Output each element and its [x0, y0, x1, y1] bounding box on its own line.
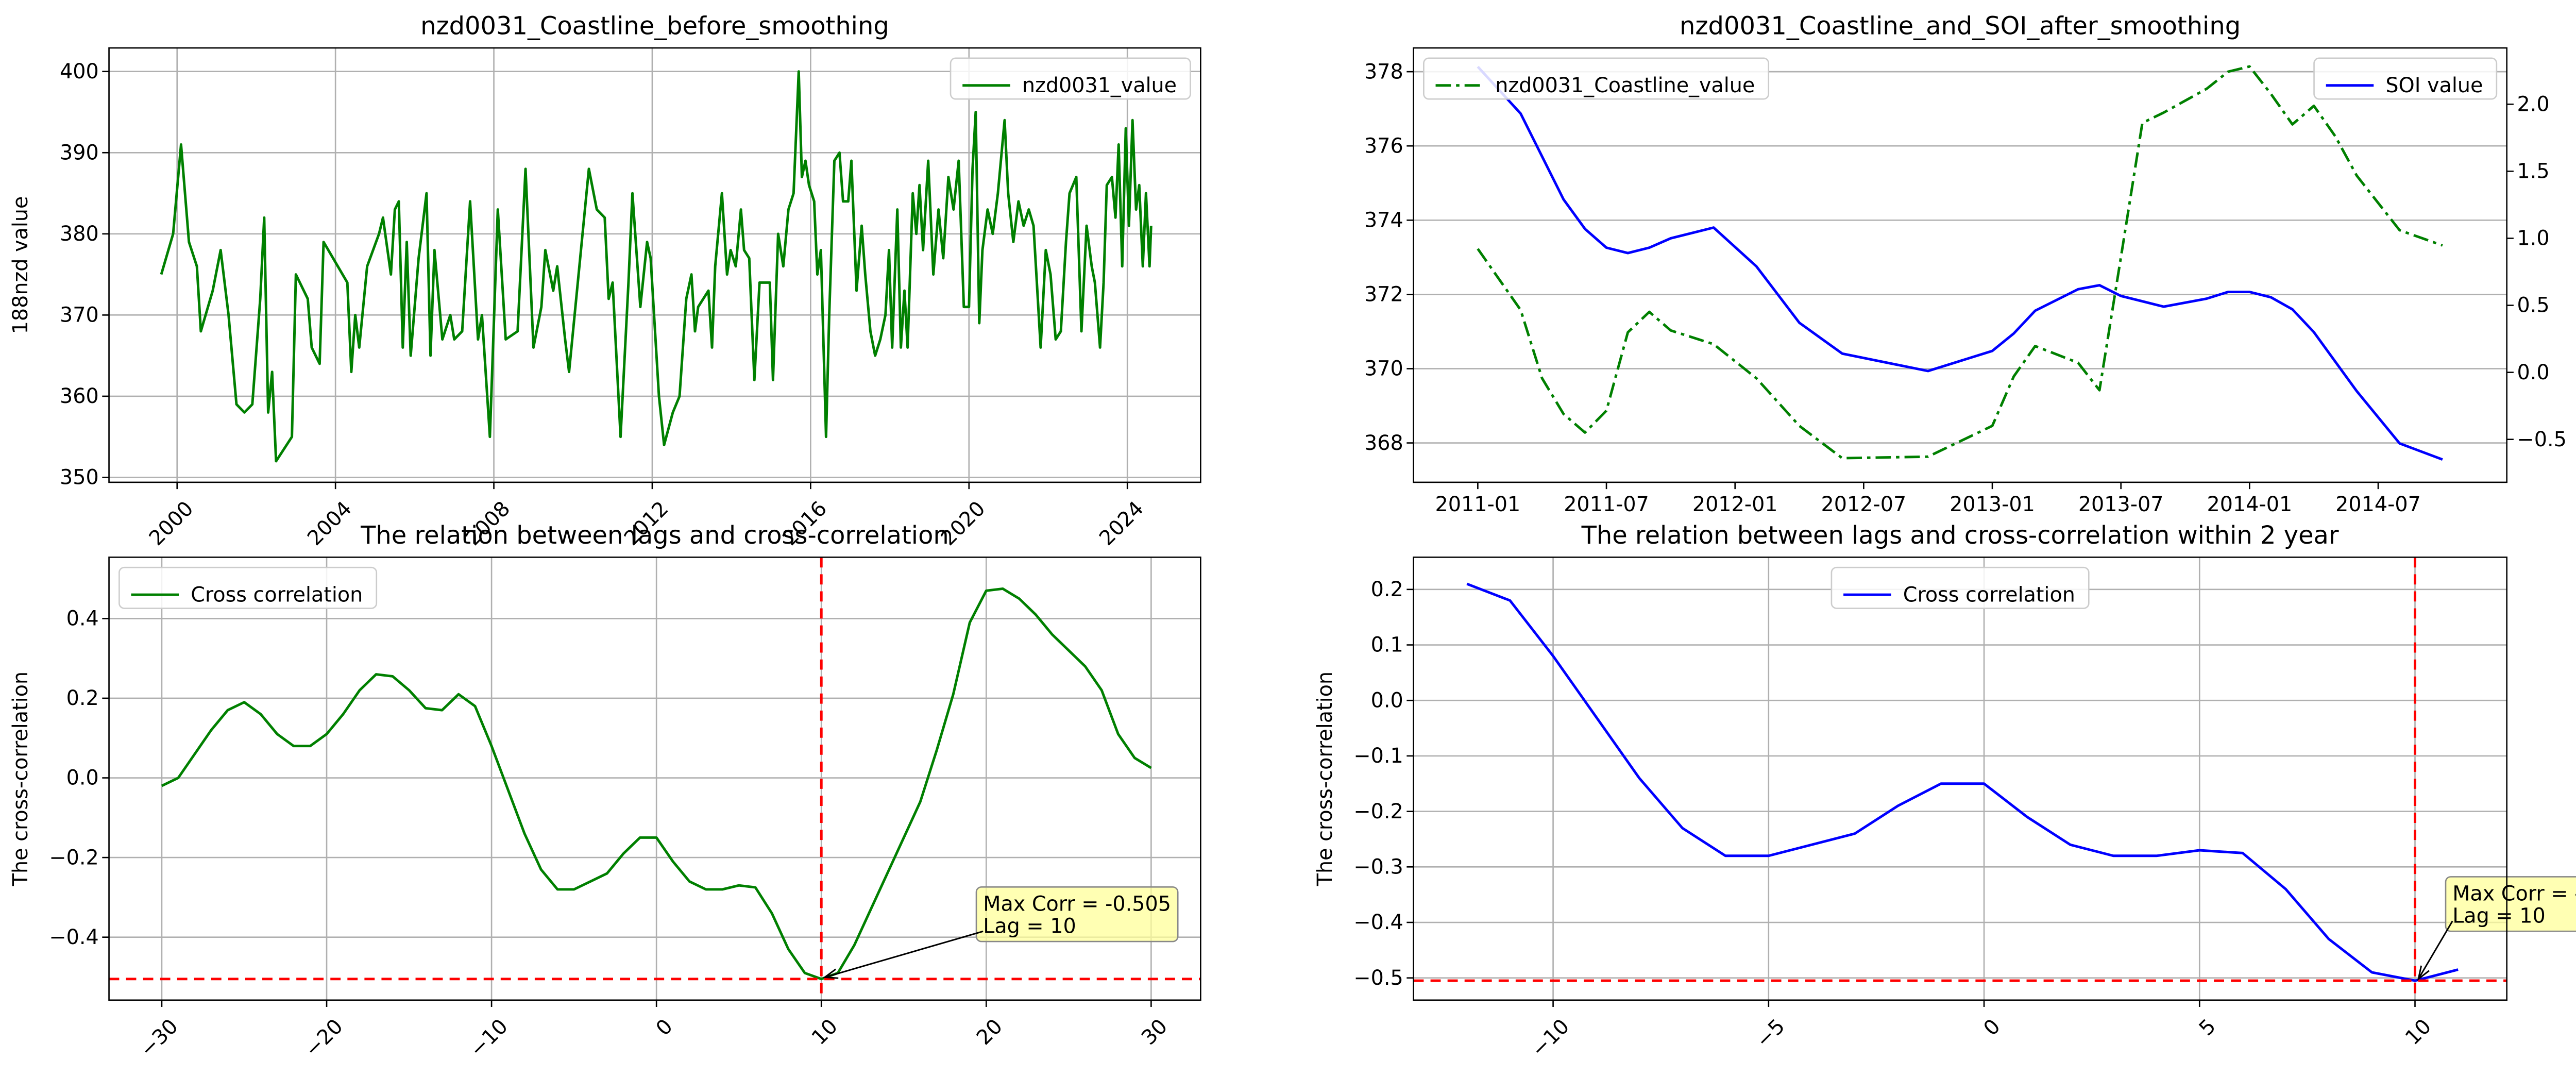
y-tick-label: −0.2 — [1353, 800, 1403, 823]
x-tick-label: 2011-01 — [1435, 493, 1521, 516]
y2-tick-label: 0.0 — [2517, 361, 2550, 384]
x-tick-label: 2013-07 — [2078, 493, 2164, 516]
series-line — [160, 70, 1153, 463]
y-tick-label: 370 — [1364, 357, 1403, 381]
chart-title: The relation between lags and cross-corr… — [1581, 521, 2339, 550]
y-tick-label: 360 — [60, 384, 99, 408]
y-tick-label: 0.2 — [66, 686, 99, 710]
series-line — [1477, 65, 2443, 460]
annotation-arrowhead — [822, 968, 839, 979]
x-tick-label: 2013-01 — [1950, 493, 2035, 516]
plot-frame — [108, 557, 1201, 1001]
y-tick-label: 0.2 — [1371, 578, 1403, 601]
legend-label: Cross correlation — [191, 583, 363, 607]
legend-box — [2313, 57, 2498, 100]
annotation-arrow — [2417, 920, 2453, 980]
plot-frame — [1413, 47, 2507, 483]
y-tick-label: 0.0 — [66, 766, 99, 790]
legend-box — [118, 566, 378, 609]
y-tick-label: 374 — [1364, 209, 1403, 232]
annotation-text: Max Corr = -0.505 — [2452, 882, 2576, 906]
chart-title: nzd0031_Coastline_before_smoothing — [420, 12, 889, 41]
y-tick-label: −0.3 — [1353, 855, 1403, 879]
chart-title: The relation between lags and cross-corr… — [360, 521, 949, 550]
annotation-box — [975, 886, 1179, 943]
legend-label: Cross correlation — [1903, 583, 2075, 607]
y2-tick-label: 0.5 — [2517, 294, 2550, 317]
chart-title: nzd0031_Coastline_and_SOI_after_smoothin… — [1680, 12, 2241, 41]
x-tick-label: 2014-07 — [2335, 493, 2421, 516]
y-tick-label: 370 — [60, 304, 99, 327]
legend: Cross correlation — [118, 566, 378, 609]
legend: SOI value — [2313, 57, 2498, 100]
y-tick-label: 0.0 — [1371, 688, 1403, 712]
x-tick-label: 2014-01 — [2207, 493, 2292, 516]
annotation-arrow — [824, 930, 984, 978]
y-tick-label: 368 — [1364, 431, 1403, 455]
y-tick-label: −0.4 — [49, 925, 98, 949]
y-tick-label: 372 — [1364, 283, 1403, 307]
plot-frame — [1413, 557, 2507, 1001]
y-axis-label: 188nzd value — [9, 196, 32, 334]
y2-tick-label: 1.0 — [2517, 227, 2550, 250]
y-tick-label: 380 — [60, 222, 99, 246]
y-tick-label: 0.1 — [1371, 633, 1403, 657]
legend-box — [1831, 566, 2090, 609]
y2-tick-label: 2.0 — [2517, 93, 2550, 116]
plot-frame — [108, 47, 1201, 483]
legend-box — [950, 57, 1191, 100]
y-tick-label: −0.5 — [1353, 966, 1403, 990]
series-line — [1466, 582, 2459, 982]
y-tick-label: −0.4 — [1353, 911, 1403, 934]
y-axis-label: The cross-correlation — [9, 671, 32, 886]
y-tick-label: 0.4 — [66, 607, 99, 631]
legend-label: SOI value — [2385, 74, 2483, 97]
annotation-text: Lag = 10 — [983, 915, 1076, 938]
x-tick-label: 2011-07 — [1564, 493, 1649, 516]
legend-label: nzd0031_value — [1022, 74, 1177, 97]
legend: nzd0031_value — [950, 57, 1191, 100]
legend: nzd0031_Coastline_value — [1423, 57, 1770, 100]
y-axis-label: The cross-correlation — [1313, 671, 1337, 886]
series-line — [161, 587, 1152, 981]
x-tick-label: 2012-01 — [1692, 493, 1778, 516]
y2-tick-label: −0.5 — [2517, 428, 2567, 451]
series-line — [1477, 65, 2443, 461]
y-tick-label: 350 — [60, 466, 99, 490]
legend: Cross correlation — [1831, 566, 2090, 609]
annotation-text: Max Corr = -0.505 — [983, 893, 1171, 916]
annotation-text: Lag = 10 — [2452, 904, 2545, 928]
annotation-box — [2445, 876, 2576, 932]
y-tick-label: −0.1 — [1353, 744, 1403, 768]
x-tick-label: 2012-07 — [1821, 493, 1907, 516]
y-tick-label: 376 — [1364, 134, 1403, 158]
legend-label: nzd0031_Coastline_value — [1495, 74, 1755, 97]
y-tick-label: 390 — [60, 141, 99, 164]
y-tick-label: 400 — [60, 60, 99, 83]
y-tick-label: 378 — [1364, 60, 1403, 83]
legend-box — [1423, 57, 1770, 100]
annotation-arrowhead — [2417, 965, 2430, 981]
y2-tick-label: 1.5 — [2517, 160, 2550, 183]
y-tick-label: −0.2 — [49, 846, 98, 869]
